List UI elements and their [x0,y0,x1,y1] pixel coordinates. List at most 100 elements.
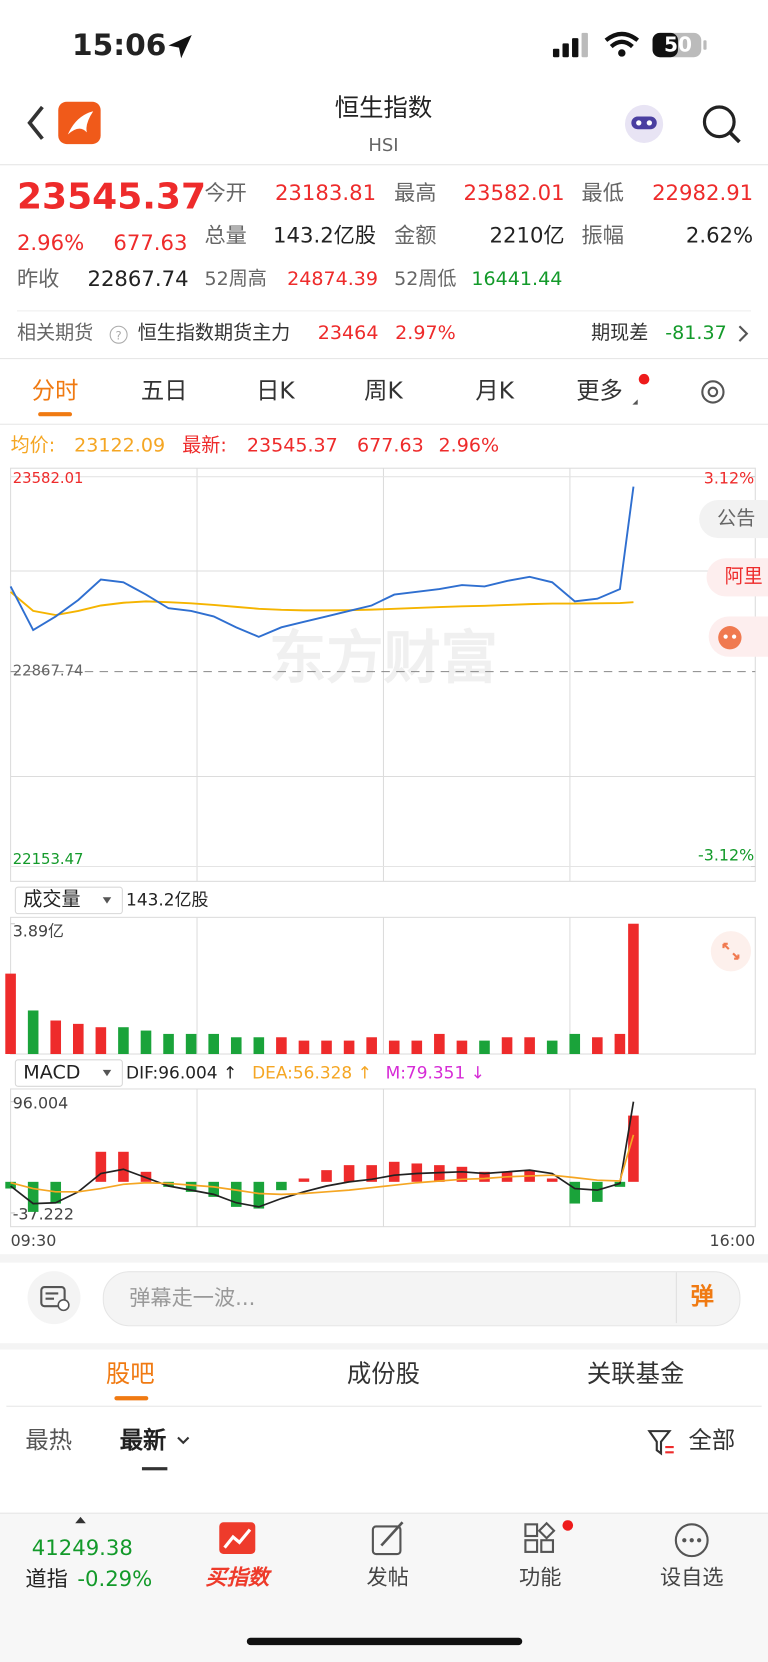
chevron[interactable] [736,323,751,344]
period-tab[interactable]: 月K [475,378,514,405]
side-button[interactable] [706,558,768,597]
volume-bar [614,1033,626,1055]
status-icons [552,31,707,58]
divider [0,1254,768,1263]
home-indicator [246,1637,523,1646]
divider [0,1343,768,1350]
side-button[interactable] [708,616,768,657]
nav-item[interactable]: 功能 [519,1564,562,1591]
field-value: 23582.01 [463,180,565,206]
futures-name: 恒生指数期货主力 [137,322,291,345]
volume-bar [628,923,639,1055]
macd-bar [230,1181,242,1207]
header-icons[interactable] [621,101,748,148]
field-value: 2.62% [685,222,754,248]
basis: -81.37 [665,322,727,345]
charts: 东方财富 22153.47 22867.74 23582.01 -3.12% 3.12%… [5,467,756,1250]
macd-bar [388,1161,400,1182]
period-tab[interactable]: 五日 [140,378,188,405]
dropdown-arrow [102,897,112,904]
field-label: 总量 [204,222,247,248]
volume-selector[interactable] [14,886,123,915]
nav-item[interactable]: 设自选 [659,1564,724,1591]
volume-bar [434,1033,445,1055]
volume-bar [366,1037,377,1055]
macd-bar [592,1181,603,1202]
filter-label[interactable]: 全部 [688,1427,736,1455]
change-pct: 2.96% [16,229,85,256]
y-tick-label: 3.89亿 [13,922,64,941]
macd-bar [456,1166,468,1182]
macd-bar [343,1165,355,1182]
section-tab[interactable]: 关联基金 [586,1360,685,1389]
futures-pct: 2.97% [395,322,456,345]
sort-tab[interactable]: 最热 [25,1427,73,1455]
macd-selector[interactable] [14,1059,123,1087]
volume-selector-label[interactable]: 成交量 [23,888,81,912]
x-tick-label: 09:30 [11,1231,57,1250]
sort-arrow [177,1436,190,1445]
sort-tab[interactable]: 最新 [119,1427,167,1455]
macd-bar [208,1181,219,1197]
side-button-label[interactable]: 公告 [717,507,756,530]
macd-bar [163,1181,174,1187]
macd-bar [321,1170,332,1182]
volume-bar [479,1040,490,1055]
latest-change: 677.63 [356,434,424,457]
period-tab[interactable]: 日K [256,378,295,405]
volume-bar [27,1010,39,1055]
field-label: 昨收 [16,265,60,292]
collapse-arrow[interactable] [74,1515,87,1526]
tab-indicator [38,412,73,417]
expand-button[interactable] [710,930,752,972]
macd-selector-label[interactable]: MACD [23,1061,81,1084]
send-danmu[interactable]: 弹 [690,1283,714,1311]
macd-bar [185,1181,197,1192]
index-value[interactable]: 41249.38 [31,1534,133,1561]
divider [16,310,752,312]
filter-icon[interactable] [646,1427,678,1459]
section-tab[interactable]: 成份股 [346,1360,421,1389]
volume-bar [524,1037,535,1055]
tab-icons[interactable] [627,371,733,413]
macd-bar [276,1181,287,1191]
field-label: 最低 [581,180,624,206]
index-change[interactable]: -0.29% [77,1565,153,1592]
field-label: 振幅 [581,222,624,248]
volume-bar [569,1033,581,1055]
period-tab[interactable]: 更多 [576,378,623,405]
price-line [9,486,635,638]
comment-input[interactable] [102,1271,741,1327]
legend-arrow: ↓ [470,1062,485,1083]
period-tab[interactable]: 周K [364,378,403,405]
index-name[interactable]: 道指 [25,1565,68,1592]
macd-bar [5,1181,16,1189]
field-label: 52周低 [394,268,457,291]
divider [0,358,768,360]
field-label: 今开 [204,180,247,206]
macd-bar [118,1151,129,1182]
help-icon[interactable]: ? [108,324,129,345]
back-button[interactable] [21,101,116,145]
futures-label: 相关期货 [16,322,94,345]
tab-indicator [141,1467,168,1471]
legend-label: DEA: [252,1062,293,1083]
volume-bar [185,1033,197,1055]
comment-placeholder[interactable]: 弹幕走一波... [129,1284,256,1311]
period-tab[interactable]: 分时 [31,378,79,405]
section-tab[interactable]: 股吧 [105,1360,155,1389]
side-button-label[interactable]: 阿里 [724,565,763,588]
legend-label: DIF: [126,1062,159,1083]
field-value: 16441.44 [471,268,563,291]
comment-icon[interactable] [26,1270,81,1325]
field-value: 22867.74 [87,265,189,292]
bottom-bar [0,1512,768,1662]
side-button[interactable] [699,499,768,539]
nav-item[interactable]: 发帖 [366,1564,409,1591]
clock: 15:06 [72,27,167,63]
nav-item[interactable]: 买指数 [205,1564,270,1591]
field-value: 2210亿 [489,222,565,248]
tab-indicator [114,1396,149,1401]
field-value: 22982.91 [652,180,754,206]
price-line [9,591,634,617]
